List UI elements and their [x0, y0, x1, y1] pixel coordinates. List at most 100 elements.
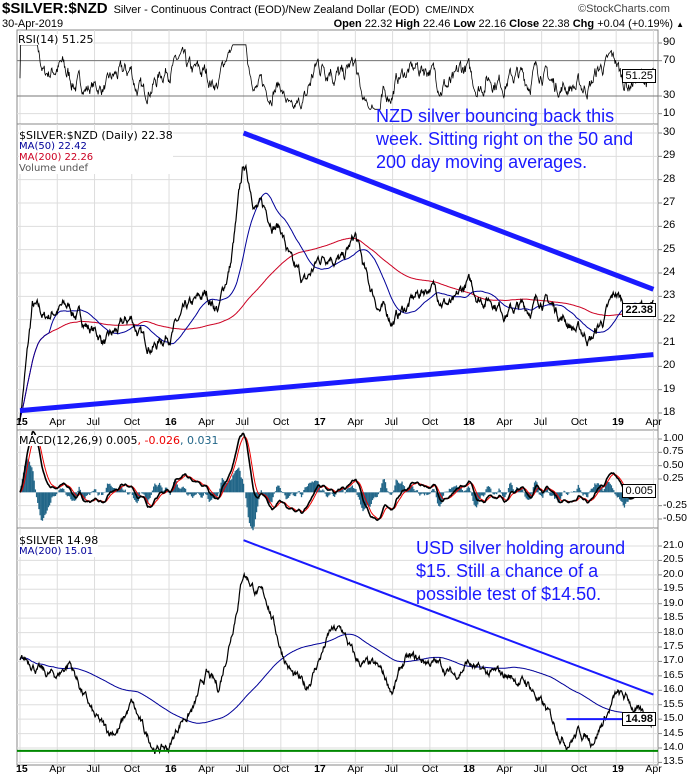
- ohlc-key: Open: [333, 18, 365, 30]
- y-tick-label: 14.5: [663, 726, 684, 739]
- nzd-legend: $SILVER:$NZD (Daily) 22.38 MA(50) 22.42 …: [19, 130, 173, 174]
- y-tick-label: 1.00: [663, 432, 684, 444]
- x-tick-label: Apr: [49, 763, 66, 775]
- x-tick-label: 17: [314, 763, 326, 775]
- y-tick-label: 14.0: [663, 741, 684, 753]
- macd-value: MACD(12,26,9) 0.005: [19, 434, 138, 447]
- nzd-annotation: NZD silver bouncing back this week. Sitt…: [376, 106, 634, 172]
- x-tick-label: Jul: [86, 763, 100, 775]
- usd-legend-ma200: MA(200) 15.01: [19, 546, 94, 557]
- y-tick-label: 13.5: [663, 755, 684, 768]
- y-tick-label: 18.5: [663, 611, 684, 624]
- x-tick-label: Oct: [421, 416, 439, 428]
- x-tick-label: 19: [612, 763, 624, 775]
- y-tick-label: 0.25: [663, 472, 684, 484]
- usd-legend-price: $SILVER 14.98: [19, 534, 99, 547]
- ohlc-value-high: 22.46: [422, 18, 454, 30]
- y-tick-label: 16.5: [663, 668, 684, 681]
- x-tick-label: Jul: [235, 763, 249, 775]
- symbol: $SILVER:$NZD: [2, 0, 108, 17]
- y-tick-label: 15.5: [663, 697, 684, 710]
- y-tick-label: 25: [663, 242, 676, 255]
- description: Silver - Continuous Contract (EOD)/New Z…: [113, 4, 420, 16]
- usd-legend: $SILVER 14.98 MA(200) 15.01: [19, 534, 99, 557]
- y-tick-label: 27: [663, 196, 676, 208]
- ohlc-key: High: [395, 18, 423, 30]
- rsi-line: [19, 44, 654, 110]
- exchange: CME/INDX: [425, 5, 475, 16]
- usd-annotation: USD silver holding around $15. Still a c…: [416, 538, 626, 604]
- ohlc-key: Low: [453, 18, 479, 30]
- y-tick-label: 30: [663, 126, 676, 138]
- y-tick-label: 17.5: [663, 640, 684, 652]
- ohlc-value-low: 22.16: [478, 18, 510, 30]
- y-tick-label: 18: [663, 406, 676, 418]
- macd-signal-line: [19, 435, 654, 520]
- x-tick-label: Jul: [533, 763, 548, 775]
- x-tick-label: Jul: [86, 416, 100, 428]
- y-tick-label: 19: [663, 382, 676, 395]
- x-tick-label: 19: [612, 416, 624, 428]
- ohlc-value-open: 22.32: [364, 18, 396, 30]
- y-tick-label: -0.50: [663, 512, 687, 524]
- macd-hist: , 0.031: [179, 434, 219, 447]
- macd-legend: MACD(12,26,9) 0.005, -0.026, 0.031: [19, 434, 219, 447]
- x-tick-label: Apr: [645, 763, 662, 775]
- trendline: [243, 539, 654, 696]
- y-tick-label: 29: [663, 149, 676, 162]
- x-tick-label: Apr: [198, 416, 215, 428]
- usd-ma200-line: [19, 633, 654, 724]
- y-tick-label: 21: [663, 336, 676, 348]
- x-tick-label: Oct: [570, 416, 588, 428]
- ohlc-key: Chg: [572, 18, 598, 30]
- y-tick-label: 15.0: [663, 712, 684, 725]
- date: 30-Apr-2019: [2, 18, 64, 30]
- y-tick-label: 19.5: [663, 582, 684, 595]
- last-value-tag: 0.005: [622, 484, 656, 499]
- usd-price-line: [19, 571, 654, 755]
- trendline: [19, 352, 654, 414]
- x-tick-label: Jul: [384, 416, 399, 428]
- up-arrow-icon: ▲: [676, 20, 684, 29]
- x-tick-label: 18: [463, 763, 475, 775]
- stockcharts-logo: ©StockCharts.com: [578, 3, 670, 15]
- x-tick-label: Apr: [198, 763, 215, 775]
- y-tick-label: 10: [663, 106, 676, 119]
- y-tick-label: -0.25: [663, 498, 687, 511]
- nzd-legend-price: $SILVER:$NZD (Daily) 22.38: [19, 129, 173, 142]
- rsi-legend: RSI(14) 51.25: [18, 33, 94, 46]
- x-tick-label: 15: [16, 416, 28, 428]
- x-tick-label: Apr: [347, 416, 364, 428]
- y-tick-label: 70: [663, 53, 676, 66]
- x-tick-label: Apr: [49, 416, 66, 428]
- x-tick-label: 16: [165, 763, 177, 775]
- y-tick-label: 20.0: [663, 567, 684, 580]
- y-tick-label: 16.0: [663, 683, 684, 696]
- nzd-legend-ma50: MA(50) 22.42: [19, 141, 87, 152]
- chart-header: $SILVER:$NZD Silver - Continuous Contrac…: [2, 0, 474, 17]
- ohlc-value-chg: +0.04 (+0.19%): [597, 18, 677, 30]
- y-tick-label: 20.5: [663, 553, 684, 566]
- x-tick-label: Apr: [496, 763, 513, 775]
- x-tick-label: Oct: [570, 763, 588, 775]
- nzd-legend-volume: Volume undef: [19, 163, 89, 174]
- y-tick-label: 23: [663, 289, 676, 302]
- last-value-tag: 51.25: [622, 69, 656, 84]
- last-value-tag: 14.98: [622, 711, 656, 726]
- y-tick-label: 0.50: [663, 458, 684, 471]
- y-tick-label: 90: [663, 36, 676, 48]
- x-tick-label: Oct: [421, 763, 439, 775]
- nzd-price-line: [19, 163, 654, 422]
- x-tick-label: Oct: [272, 416, 290, 428]
- x-tick-label: Oct: [123, 763, 141, 775]
- y-tick-label: 26: [663, 219, 676, 232]
- y-tick-label: 17.0: [663, 654, 684, 667]
- x-tick-label: Apr: [347, 763, 364, 775]
- ohlc-value-close: 22.38: [542, 18, 573, 30]
- x-tick-label: 15: [16, 763, 28, 775]
- y-tick-label: 18.0: [663, 625, 684, 638]
- y-tick-label: 20: [663, 359, 676, 372]
- ma50-line: [19, 192, 654, 422]
- y-tick-label: 19.0: [663, 596, 684, 609]
